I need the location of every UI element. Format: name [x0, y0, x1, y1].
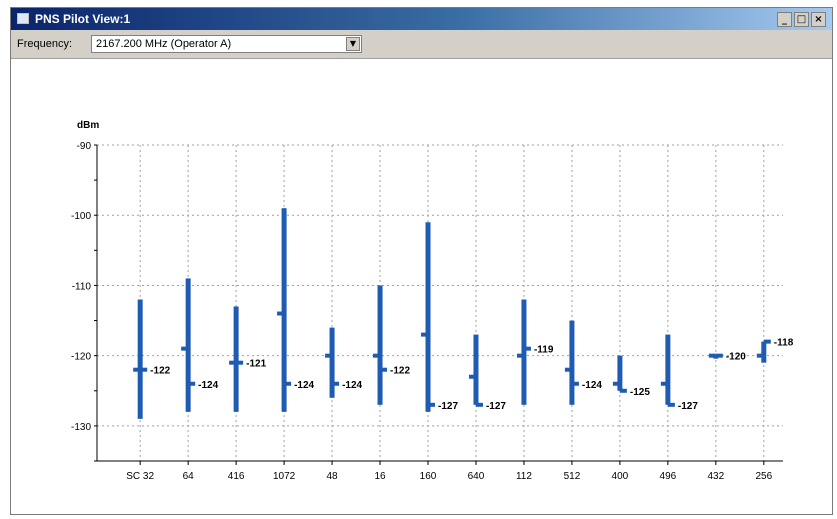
window-title: PNS Pilot View:1 — [35, 12, 131, 26]
frequency-value: 2167.200 MHz (Operator A) — [96, 38, 232, 50]
data-label: -127 — [438, 401, 458, 412]
data-label: -124 — [294, 380, 314, 391]
marker-right — [236, 360, 244, 365]
window-icon — [17, 13, 29, 24]
minimize-button[interactable]: _ — [777, 12, 792, 27]
marker-left — [229, 360, 237, 365]
x-tick-label: 16 — [374, 471, 386, 482]
range-bar — [185, 278, 191, 412]
range-bar — [521, 299, 527, 405]
range-bar — [329, 327, 335, 398]
range-bar — [425, 222, 431, 412]
y-tick-label: -110 — [72, 281, 92, 292]
x-tick-label: 112 — [516, 471, 532, 482]
marker-left — [277, 311, 285, 316]
marker-left — [421, 332, 429, 337]
marker-right — [380, 367, 388, 372]
pilot-chart: -90 -100 -110 -120 -130 dBm -122 SC 32 -124 64 -12… — [71, 120, 794, 482]
marker-right — [523, 346, 531, 351]
x-tick-label: 416 — [228, 471, 245, 482]
range-bar — [665, 334, 671, 405]
y-axis-label: dBm — [77, 120, 99, 131]
data-label: -120 — [726, 352, 746, 363]
marker-right — [475, 402, 483, 407]
marker-right — [188, 381, 196, 386]
data-label: -125 — [630, 387, 650, 398]
range-bar — [473, 334, 479, 405]
y-tick-label: -120 — [71, 352, 91, 363]
marker-left — [756, 353, 764, 358]
marker-left — [564, 367, 572, 372]
marker-left — [181, 346, 189, 351]
range-bar — [617, 355, 623, 391]
marker-left — [660, 381, 668, 386]
data-label: -127 — [486, 401, 506, 412]
marker-left — [468, 374, 476, 379]
x-tick-label: SC 32 — [126, 471, 154, 482]
x-tick-label: 160 — [420, 471, 437, 482]
data-label: -121 — [246, 359, 266, 370]
marker-right — [332, 381, 340, 386]
data-label: -124 — [582, 380, 602, 391]
pns-pilot-view-window: PNS Pilot View:1 _ □ × Frequency: 2167.200… — [10, 7, 833, 515]
close-button[interactable]: × — [811, 12, 826, 27]
marker-right — [715, 353, 723, 358]
marker-right — [428, 402, 436, 407]
x-tick-label: 1072 — [273, 471, 296, 482]
data-label: -124 — [198, 380, 218, 391]
marker-left — [708, 353, 716, 358]
y-tick-label: -90 — [77, 141, 92, 152]
x-tick-label: 496 — [660, 471, 677, 482]
x-tick-label: 640 — [468, 471, 485, 482]
frequency-dropdown[interactable]: 2167.200 MHz (Operator A) ▼ — [91, 35, 362, 53]
data-label: -122 — [390, 366, 410, 377]
x-tick-label: 512 — [564, 471, 581, 482]
title-bar[interactable]: PNS Pilot View:1 _ □ × — [11, 8, 832, 30]
marker-left — [325, 353, 333, 358]
y-tick-label: -130 — [71, 422, 91, 433]
x-tick-label: 48 — [327, 471, 339, 482]
marker-left — [133, 367, 141, 372]
x-tick-label: 400 — [612, 471, 629, 482]
toolbar: Frequency: 2167.200 MHz (Operator A) ▼ — [11, 30, 832, 59]
x-tick-label: 64 — [183, 471, 195, 482]
range-bar — [569, 320, 575, 405]
data-label: -127 — [678, 401, 698, 412]
marker-left — [373, 353, 381, 358]
data-label: -118 — [774, 338, 794, 349]
x-tick-label: 256 — [755, 471, 772, 482]
range-bar — [233, 306, 239, 412]
chevron-down-icon[interactable]: ▼ — [346, 37, 360, 51]
marker-right — [619, 388, 627, 393]
marker-right — [284, 381, 292, 386]
x-tick-label: 432 — [707, 471, 724, 482]
marker-right — [140, 367, 148, 372]
marker-right — [763, 339, 771, 344]
range-bar — [281, 208, 287, 412]
marker-left — [516, 353, 524, 358]
marker-right — [571, 381, 579, 386]
range-bar — [761, 341, 767, 363]
marker-left — [612, 381, 620, 386]
marker-right — [667, 402, 675, 407]
data-label: -122 — [150, 366, 170, 377]
range-bar — [137, 299, 143, 419]
range-bar — [377, 285, 383, 405]
data-label: -124 — [342, 380, 362, 391]
frequency-label: Frequency: — [17, 38, 73, 50]
restore-button[interactable]: □ — [794, 12, 809, 27]
y-tick-label: -100 — [71, 211, 91, 222]
data-label: -119 — [534, 345, 554, 356]
